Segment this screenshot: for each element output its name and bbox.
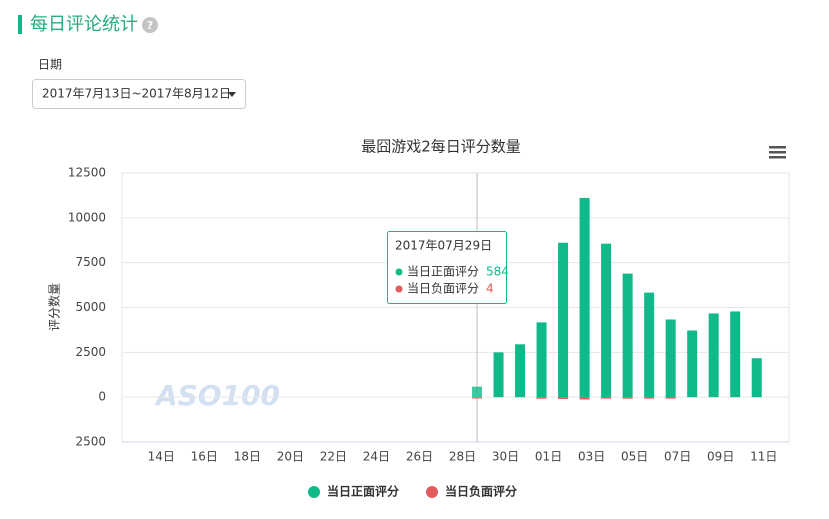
tooltip-value: 584 (486, 265, 509, 279)
date-label: 日期 (38, 58, 62, 72)
tooltip-title: 2017年07月29日 (395, 239, 492, 253)
legend-marker (308, 486, 320, 498)
bar (730, 311, 741, 398)
bar (579, 197, 590, 398)
tooltip-box (387, 231, 507, 304)
y-tick-label: 2500 (75, 345, 106, 359)
bar (622, 397, 633, 399)
y-tick-label: 5000 (75, 300, 106, 314)
y-axis-label: 评分数量 (47, 283, 62, 331)
page-title: 每日评论统计 (30, 14, 138, 35)
help-icon-mark: ? (147, 19, 153, 32)
tooltip-marker (395, 285, 403, 293)
help-icon[interactable] (142, 17, 158, 33)
bar (601, 243, 612, 398)
bar (536, 322, 547, 398)
bar (622, 273, 633, 398)
y-tick-label: 12500 (68, 166, 106, 180)
bar (579, 397, 590, 400)
bar (472, 397, 483, 399)
x-tick-label: 22日 (320, 450, 347, 464)
x-tick-label: 18日 (234, 450, 261, 464)
legend-marker (426, 486, 438, 498)
bar (708, 313, 719, 398)
x-tick-label: 30日 (492, 450, 519, 464)
bar (601, 397, 612, 399)
menu-line (769, 151, 786, 154)
x-tick-label: 05日 (621, 450, 648, 464)
bar (515, 344, 526, 398)
dropdown-caret (228, 92, 236, 97)
y-tick-label: 2500 (75, 435, 106, 449)
menu-line (769, 146, 786, 149)
bar (536, 397, 547, 399)
x-tick-label: 03日 (578, 450, 605, 464)
x-tick-label: 07日 (664, 450, 691, 464)
menu-line (769, 156, 786, 159)
tooltip-marker (395, 268, 403, 276)
legend-label: 当日负面评分 (445, 484, 517, 499)
date-dropdown[interactable] (32, 79, 246, 109)
legend-label: 当日正面评分 (327, 484, 399, 499)
y-tick-label: 0 (98, 390, 106, 404)
x-tick-label: 14日 (148, 450, 175, 464)
chart-title: 最囧游戏2每日评分数量 (361, 138, 521, 156)
watermark: ASO100 (154, 379, 280, 412)
x-tick-label: 28日 (449, 450, 476, 464)
bar (472, 386, 483, 398)
menu-icon[interactable] (769, 146, 786, 159)
bar (751, 358, 762, 398)
bar (558, 397, 569, 399)
bar (644, 292, 655, 398)
bar (493, 352, 504, 398)
tooltip-name: 当日正面评分 (407, 265, 479, 279)
y-tick-label: 10000 (68, 210, 106, 224)
x-tick-label: 11日 (750, 450, 777, 464)
x-tick-label: 26日 (406, 450, 433, 464)
x-tick-label: 01日 (535, 450, 562, 464)
x-tick-label: 16日 (191, 450, 218, 464)
x-tick-label: 09日 (707, 450, 734, 464)
bar (644, 397, 655, 399)
bar (665, 397, 676, 399)
x-tick-label: 24日 (363, 450, 390, 464)
tooltip-name: 当日负面评分 (407, 282, 479, 296)
tooltip-value: 4 (486, 282, 494, 296)
bar (558, 242, 569, 398)
title-bar (18, 15, 22, 34)
bar (687, 330, 698, 398)
y-tick-label: 7500 (75, 255, 106, 269)
date-range: 2017年7月13日~2017年8月12日 (42, 87, 231, 101)
x-tick-label: 20日 (277, 450, 304, 464)
bar (665, 319, 676, 398)
